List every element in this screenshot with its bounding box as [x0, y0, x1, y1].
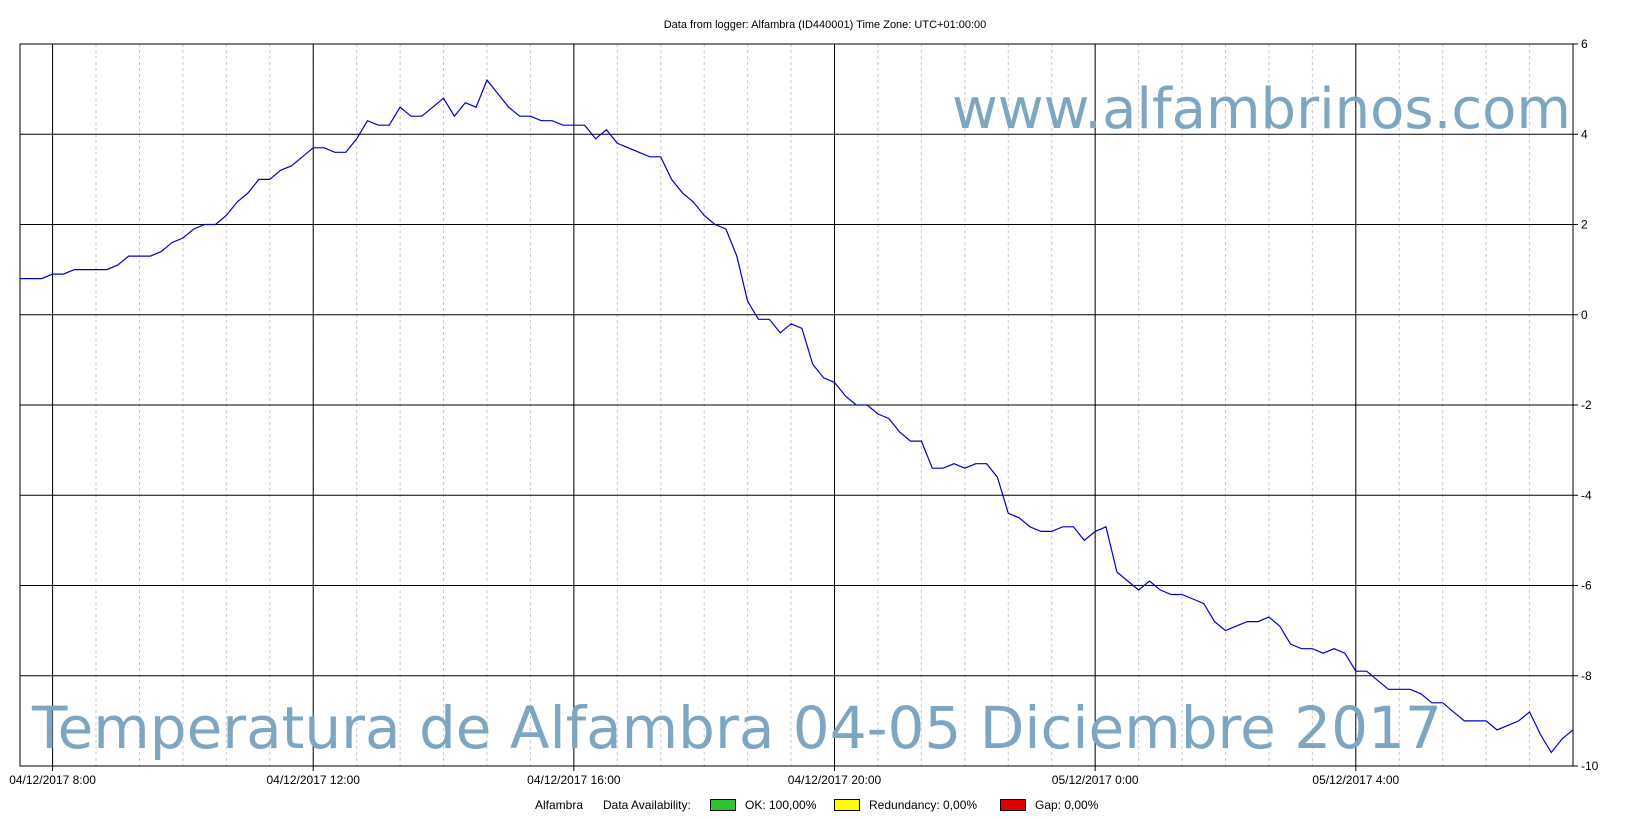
- watermark-site: www.alfambrinos.com: [952, 77, 1571, 142]
- legend: Alfambra Data Availability: OK: 100,00% …: [0, 798, 1625, 816]
- legend-redundancy: Redundancy: 0,00%: [869, 798, 978, 812]
- y-tick-label: -8: [1581, 669, 1592, 683]
- chart-title: Data from logger: Alfambra (ID440001) Ti…: [664, 19, 987, 31]
- watermark-caption: Temperatura de Alfambra 04-05 Diciembre …: [31, 694, 1442, 762]
- legend-ok: OK: 100,00%: [745, 798, 817, 812]
- y-tick-label: 2: [1581, 218, 1588, 232]
- y-tick-label: -10: [1581, 759, 1599, 773]
- y-tick-label: 6: [1581, 37, 1588, 51]
- series-line-alfambra: [20, 78, 1574, 754]
- x-tick-label: 04/12/2017 20:00: [788, 773, 882, 787]
- legend-availability-label: Data Availability:: [603, 798, 691, 812]
- legend-ok-swatch: [710, 799, 736, 811]
- legend-gap-swatch: [1000, 799, 1026, 811]
- x-axis: 04/12/2017 8:00 04/12/2017 12:00 04/12/201…: [9, 766, 1399, 787]
- legend-gap: Gap: 0,00%: [1035, 798, 1099, 812]
- x-tick-label: 04/12/2017 8:00: [9, 773, 96, 787]
- x-tick-label: 05/12/2017 4:00: [1312, 773, 1399, 787]
- y-tick-label: -6: [1581, 579, 1592, 593]
- y-axis: 6 4 2 0 -2 -4 -6 -8 -10: [1573, 37, 1599, 773]
- y-tick-label: 4: [1581, 127, 1588, 141]
- x-tick-label: 05/12/2017 0:00: [1052, 773, 1139, 787]
- y-tick-label: -4: [1581, 488, 1592, 502]
- x-tick-label: 04/12/2017 12:00: [267, 773, 361, 787]
- legend-station: Alfambra: [535, 798, 584, 812]
- grid: [20, 44, 1574, 766]
- y-tick-label: -2: [1581, 398, 1592, 412]
- legend-redundancy-swatch: [834, 799, 860, 811]
- y-tick-label: 0: [1581, 308, 1588, 322]
- x-tick-label: 04/12/2017 16:00: [527, 773, 621, 787]
